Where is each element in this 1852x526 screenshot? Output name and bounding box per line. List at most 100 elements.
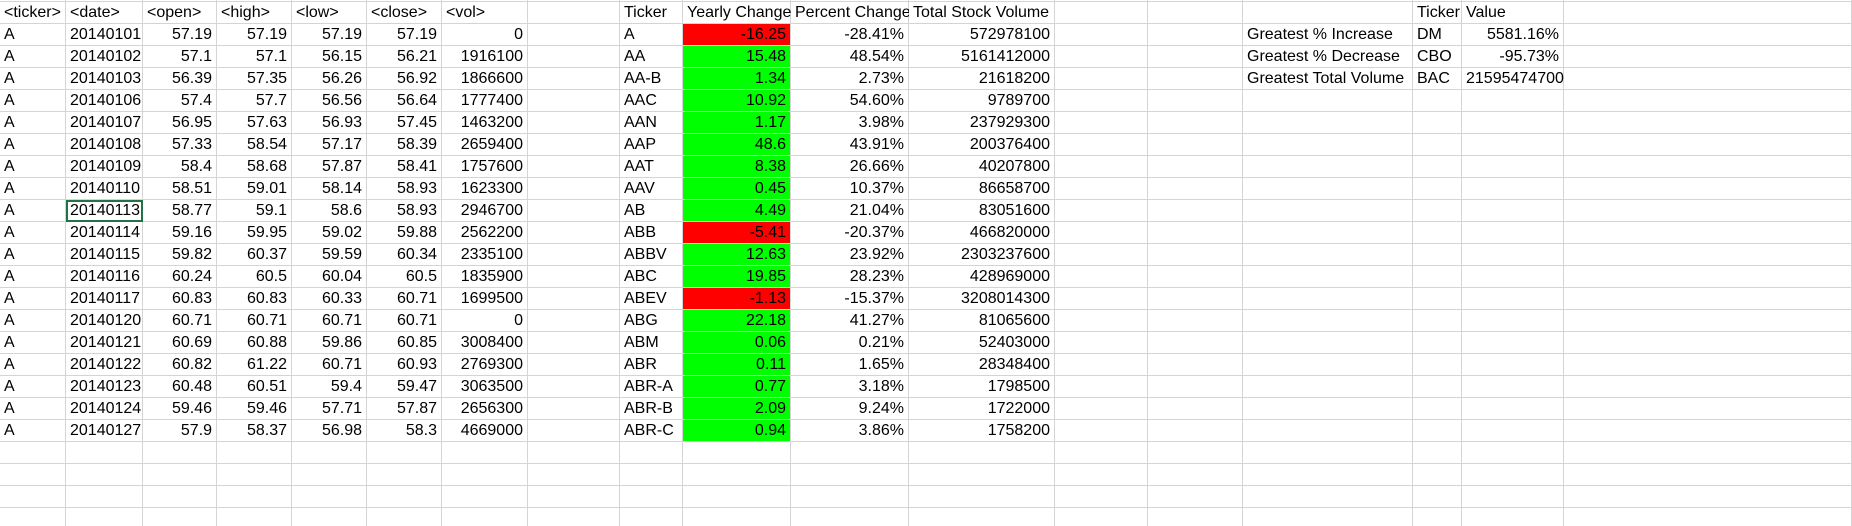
summary-cell[interactable]: 1722000 [909, 398, 1055, 420]
data-cell[interactable]: 58.14 [292, 178, 367, 200]
ticker-cell[interactable]: A [0, 332, 66, 354]
summary-ticker-cell[interactable]: ABB [620, 222, 683, 244]
header-cell[interactable]: <date> [66, 2, 143, 24]
summary-ticker-cell[interactable]: AA-B [620, 68, 683, 90]
ticker-cell[interactable]: A [0, 288, 66, 310]
data-cell[interactable]: 59.47 [367, 376, 442, 398]
data-cell[interactable]: 59.59 [292, 244, 367, 266]
ticker-cell[interactable]: A [0, 244, 66, 266]
data-cell[interactable]: 60.83 [143, 288, 217, 310]
data-cell[interactable]: 3008400 [442, 332, 528, 354]
summary-cell[interactable]: 10.37% [791, 178, 909, 200]
summary-cell[interactable]: 86658700 [909, 178, 1055, 200]
data-cell[interactable]: 60.5 [217, 266, 292, 288]
header-cell[interactable]: <close> [367, 2, 442, 24]
data-cell[interactable]: 57.19 [143, 24, 217, 46]
data-cell[interactable]: 56.93 [292, 112, 367, 134]
greatest-label-cell[interactable]: Greatest Total Volume [1243, 68, 1413, 90]
summary-ticker-cell[interactable]: AAV [620, 178, 683, 200]
data-cell[interactable]: 20140114 [66, 222, 143, 244]
data-cell[interactable]: 20140124 [66, 398, 143, 420]
data-cell[interactable]: 20140110 [66, 178, 143, 200]
data-cell[interactable]: 58.54 [217, 134, 292, 156]
data-cell[interactable]: 60.24 [143, 266, 217, 288]
summary-ticker-cell[interactable]: ABC [620, 266, 683, 288]
ticker-cell[interactable]: A [0, 310, 66, 332]
summary-ticker-cell[interactable]: ABEV [620, 288, 683, 310]
data-cell[interactable]: 60.85 [367, 332, 442, 354]
data-cell[interactable]: 20140115 [66, 244, 143, 266]
summary-ticker-cell[interactable]: A [620, 24, 683, 46]
data-cell[interactable]: 57.4 [143, 90, 217, 112]
data-cell[interactable]: 20140116 [66, 266, 143, 288]
data-cell[interactable]: 56.21 [367, 46, 442, 68]
data-cell[interactable]: 58.3 [367, 420, 442, 442]
data-cell[interactable]: 2769300 [442, 354, 528, 376]
data-cell[interactable]: 59.16 [143, 222, 217, 244]
summary-ticker-cell[interactable]: AAT [620, 156, 683, 178]
data-cell[interactable]: 57.1 [143, 46, 217, 68]
data-cell[interactable]: 60.71 [292, 354, 367, 376]
data-cell[interactable]: 58.39 [367, 134, 442, 156]
header-cell[interactable]: <low> [292, 2, 367, 24]
yearly-change-cell[interactable]: 10.92 [683, 90, 791, 112]
yearly-change-cell[interactable]: 19.85 [683, 266, 791, 288]
data-cell[interactable]: 1463200 [442, 112, 528, 134]
summary-ticker-cell[interactable]: ABR-B [620, 398, 683, 420]
greatest-cell[interactable]: 21595474700 [1462, 68, 1564, 90]
data-cell[interactable]: 56.64 [367, 90, 442, 112]
ticker-cell[interactable]: A [0, 354, 66, 376]
data-cell[interactable]: 20140101 [66, 24, 143, 46]
data-cell[interactable]: 58.77 [143, 200, 217, 222]
ticker-cell[interactable]: A [0, 90, 66, 112]
data-cell[interactable]: 20140108 [66, 134, 143, 156]
data-cell[interactable]: 2659400 [442, 134, 528, 156]
data-cell[interactable]: 58.4 [143, 156, 217, 178]
yearly-change-cell[interactable]: 22.18 [683, 310, 791, 332]
data-cell[interactable]: 60.04 [292, 266, 367, 288]
ticker-cell[interactable]: A [0, 266, 66, 288]
data-cell[interactable]: 2656300 [442, 398, 528, 420]
data-cell[interactable]: 2562200 [442, 222, 528, 244]
data-cell[interactable]: 57.1 [217, 46, 292, 68]
data-cell[interactable]: 60.33 [292, 288, 367, 310]
summary-cell[interactable]: 3.86% [791, 420, 909, 442]
summary-ticker-cell[interactable]: AAC [620, 90, 683, 112]
data-cell[interactable]: 20140117 [66, 288, 143, 310]
summary-cell[interactable]: 28348400 [909, 354, 1055, 376]
summary-cell[interactable]: 40207800 [909, 156, 1055, 178]
yearly-change-cell[interactable]: 0.45 [683, 178, 791, 200]
greatest-cell[interactable]: 5581.16% [1462, 24, 1564, 46]
data-cell[interactable]: 20140127 [66, 420, 143, 442]
data-cell[interactable]: 59.1 [217, 200, 292, 222]
data-cell[interactable]: 1866600 [442, 68, 528, 90]
ticker-cell[interactable]: A [0, 200, 66, 222]
data-cell[interactable]: 60.5 [367, 266, 442, 288]
summary-cell[interactable]: 43.91% [791, 134, 909, 156]
summary-cell[interactable]: 200376400 [909, 134, 1055, 156]
data-cell[interactable]: 58.93 [367, 178, 442, 200]
summary-cell[interactable]: 21618200 [909, 68, 1055, 90]
data-cell[interactable]: 56.92 [367, 68, 442, 90]
data-cell[interactable]: 57.87 [367, 398, 442, 420]
data-cell[interactable]: 56.56 [292, 90, 367, 112]
data-cell[interactable]: 57.35 [217, 68, 292, 90]
data-cell[interactable]: 59.46 [217, 398, 292, 420]
data-cell[interactable]: 20140121 [66, 332, 143, 354]
summary-ticker-cell[interactable]: AA [620, 46, 683, 68]
greatest-header-cell[interactable]: Ticker [1413, 2, 1462, 24]
yearly-change-cell[interactable]: 0.06 [683, 332, 791, 354]
summary-cell[interactable]: -15.37% [791, 288, 909, 310]
data-cell[interactable]: 58.51 [143, 178, 217, 200]
data-cell[interactable]: 57.71 [292, 398, 367, 420]
data-cell[interactable]: 60.71 [143, 310, 217, 332]
ticker-cell[interactable]: A [0, 68, 66, 90]
summary-cell[interactable]: 54.60% [791, 90, 909, 112]
data-cell[interactable]: 1699500 [442, 288, 528, 310]
data-cell[interactable]: 56.15 [292, 46, 367, 68]
ticker-cell[interactable]: A [0, 222, 66, 244]
summary-cell[interactable]: 28.23% [791, 266, 909, 288]
ticker-cell[interactable]: A [0, 134, 66, 156]
data-cell[interactable]: 60.83 [217, 288, 292, 310]
